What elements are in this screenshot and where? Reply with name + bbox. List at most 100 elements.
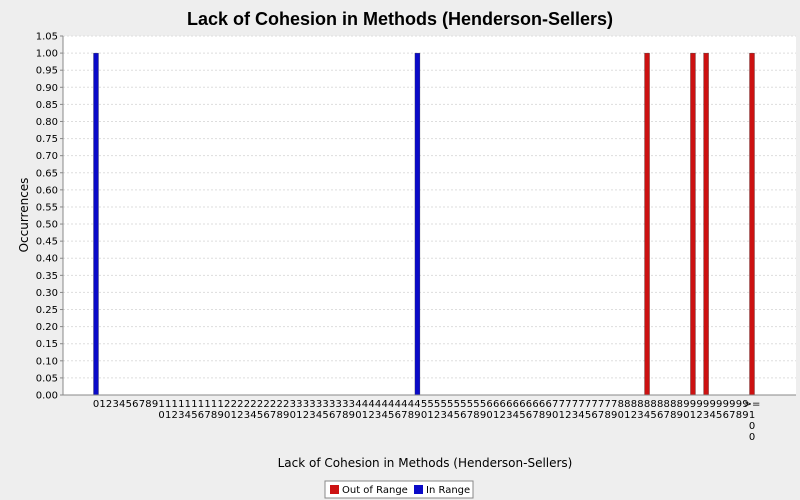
plot-area: [63, 36, 796, 395]
x-tick-label: 4: [119, 399, 125, 410]
y-tick-label: 0.20: [36, 322, 58, 333]
y-axis-label: Occurrences: [17, 178, 31, 253]
y-tick-label: 0.95: [36, 66, 58, 77]
x-tick-label: 3: [112, 399, 118, 410]
y-tick-label: 0.60: [36, 185, 58, 196]
x-tick-label: >= 1 0 0: [744, 399, 761, 443]
y-tick-label: 0.80: [36, 117, 58, 128]
y-tick-label: 0.85: [36, 100, 58, 111]
y-tick-label: 0.00: [36, 391, 58, 402]
legend: Out of Range In Range: [324, 480, 474, 499]
legend-label-in-range: In Range: [426, 485, 470, 496]
legend-swatch-in-range: [414, 485, 423, 494]
y-axis-ticks: 0.00 0.05 0.10 0.15 0.20 0.25 0.30 0.35 0.40 0.45…: [36, 32, 63, 402]
x-tick-label: 6: [132, 399, 138, 410]
bar-out-of-range-84: [644, 52, 650, 396]
bar-out-of-range-93: [703, 52, 709, 396]
y-tick-label: 0.50: [36, 220, 58, 231]
x-tick-label: 8: [145, 399, 151, 410]
x-tick-label: 5: [126, 399, 132, 410]
y-tick-label: 0.05: [36, 373, 58, 384]
y-tick-label: 1.05: [36, 32, 58, 43]
x-tick-label: 2: [106, 399, 112, 410]
x-axis-ticks: 0 1 2 3 4 5 6 7 8 9 1 01 11 21 31 41 51 61 71 81 92 02 12 22 32 4…: [93, 399, 761, 443]
y-tick-label: 0.90: [36, 83, 58, 94]
y-tick-label: 0.65: [36, 168, 58, 179]
chart-title: Lack of Cohesion in Methods (Henderson-S…: [187, 9, 613, 29]
legend-box: [324, 480, 474, 499]
legend-swatch-out-of-range: [330, 485, 339, 494]
y-tick-label: 0.35: [36, 271, 58, 282]
y-tick-label: 0.70: [36, 151, 58, 162]
y-tick-label: 1.00: [36, 49, 58, 60]
x-tick-label: 7: [139, 399, 145, 410]
y-tick-label: 0.10: [36, 356, 58, 367]
y-tick-label: 0.15: [36, 339, 58, 350]
bar-out-of-range-91: [690, 52, 696, 396]
y-tick-label: 0.40: [36, 254, 58, 265]
